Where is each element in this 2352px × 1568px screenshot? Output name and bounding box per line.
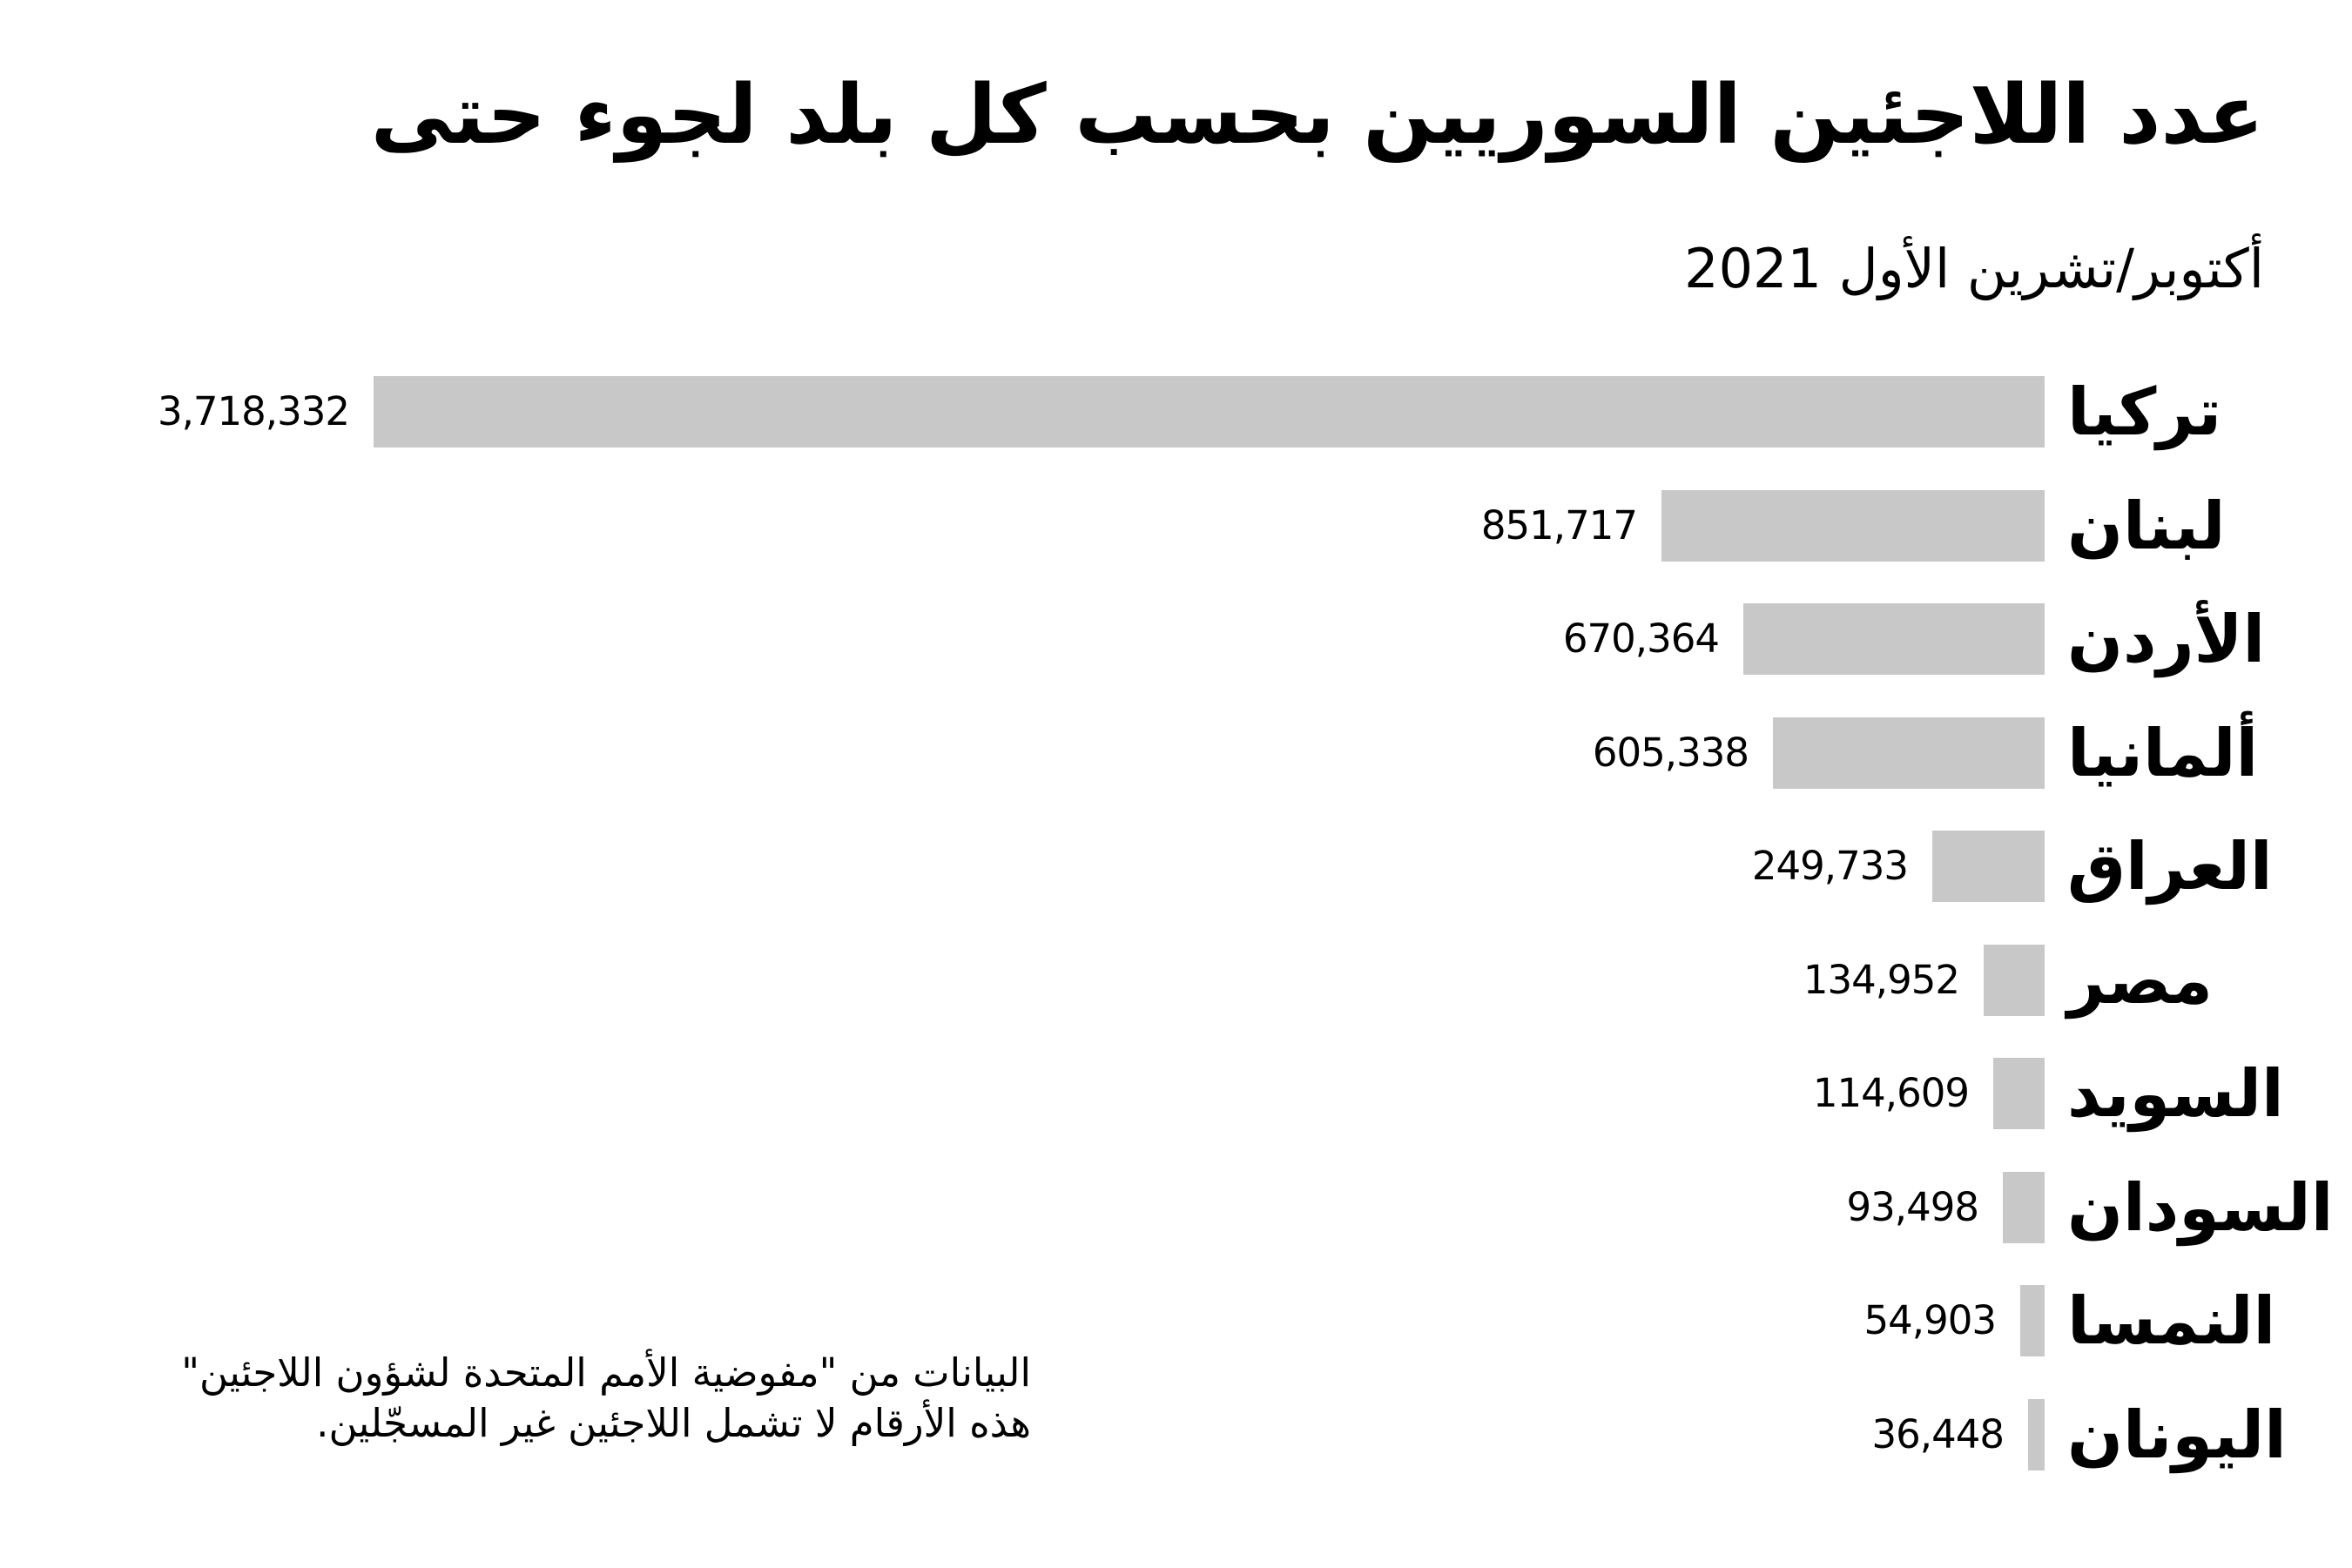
bar-row: 851,717 لبنان (0, 487, 2352, 564)
bar (1984, 944, 2045, 1016)
footnote-line1: البيانات من "مفوضية الأمم المتحدة لشؤون … (181, 1349, 1031, 1396)
country-label: لبنان (2067, 487, 2226, 564)
value-label: 114,609 (1812, 1070, 1970, 1116)
chart-title: عدد اللاجئين السوريين بحسب كل بلد لجوء ح… (370, 68, 2266, 163)
bar (2003, 1171, 2045, 1243)
footnote: البيانات من "مفوضية الأمم المتحدة لشؤون … (181, 1348, 1031, 1449)
country-label: اليونان (2067, 1396, 2287, 1473)
bar (2028, 1398, 2045, 1470)
bar (1932, 831, 2045, 902)
value-label: 54,903 (1863, 1297, 1997, 1343)
chart-subtitle: أكتوبر/تشرين الأول 2021 (1684, 237, 2264, 300)
bar-row: 134,952 مصر (0, 941, 2352, 1019)
country-label: السويد (2067, 1055, 2284, 1132)
bar-row: 36,448 اليونان (0, 1396, 2352, 1473)
bar-row: 605,338 ألمانيا (0, 717, 2352, 789)
country-label: النمسا (2067, 1282, 2276, 1359)
bar-row: 114,609 السويد (0, 1058, 2352, 1129)
bar-row: 54,903 النمسا (0, 1285, 2352, 1356)
country-label: تركيا (2067, 373, 2222, 450)
value-label: 134,952 (1803, 956, 1960, 1003)
value-label: 93,498 (1846, 1183, 1979, 1230)
value-label: 851,717 (1480, 501, 1638, 548)
bar-row: 93,498 السودان (0, 1168, 2352, 1246)
bar (1743, 603, 2045, 675)
bar-row: 249,733 العراق (0, 831, 2352, 902)
bar (1773, 717, 2045, 789)
bar (1993, 1058, 2045, 1129)
country-label: الأردن (2067, 601, 2266, 677)
value-label: 3,718,332 (157, 388, 350, 434)
country-label: ألمانيا (2067, 714, 2259, 791)
value-label: 605,338 (1592, 729, 1749, 776)
bar (1661, 489, 2045, 562)
bar-row: 3,718,332 تركيا (0, 376, 2352, 448)
bar (2020, 1285, 2045, 1356)
country-label: مصر (2067, 941, 2213, 1019)
country-label: السودان (2067, 1168, 2334, 1246)
value-label: 249,733 (1751, 843, 1909, 889)
bar-row: 670,364 الأردن (0, 603, 2352, 675)
bar (374, 376, 2045, 448)
footnote-line2: هذه الأرقام لا تشمل اللاجئين غير المسجّل… (316, 1400, 1031, 1446)
country-label: العراق (2067, 828, 2273, 905)
value-label: 36,448 (1871, 1410, 2005, 1457)
value-label: 670,364 (1562, 616, 1720, 662)
